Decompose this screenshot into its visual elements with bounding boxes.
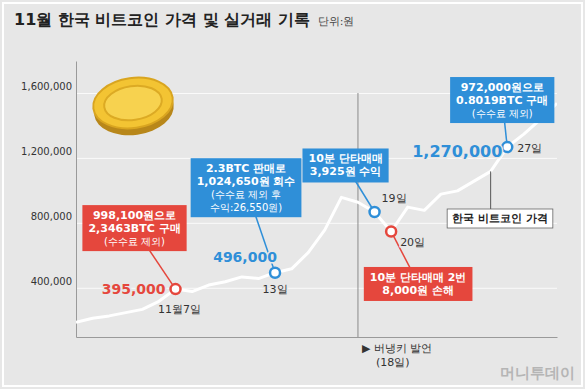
subtitle: 단위:원 — [318, 15, 355, 28]
y-axis: 400,000 800,000 1,200,000 1,600,000 — [21, 62, 76, 338]
callout-text: (수수료 제외) — [104, 236, 165, 247]
callout-text: 998,100원으로 — [93, 209, 176, 222]
callout: 998,100원으로2,3463BTC 구매(수수료 제외) — [82, 205, 186, 251]
y-tick-label: 1,200,000 — [21, 146, 72, 157]
y-tick-label: 1,600,000 — [21, 81, 72, 92]
y-tick: 1,600,000 — [21, 81, 76, 94]
value-label: 496,000 — [213, 249, 277, 265]
chart-svg: 11월 한국 비트코인 가격 및 실거래 기록 단위:원 400,000 800,00… — [0, 0, 585, 389]
callout-text: 2.3BTC 판매로 — [206, 162, 286, 175]
callout-text: 2,3463BTC 구매 — [88, 222, 180, 235]
coin-inner — [102, 82, 164, 124]
series-label-leader — [490, 171, 491, 210]
event-label: ▶ 버냉키 발언 — [362, 342, 432, 355]
annotation-marker — [270, 268, 280, 278]
series-label: 한국 비트코인 가격 — [447, 209, 553, 228]
date-label: 11월7일 — [158, 303, 201, 316]
callout-text: 972,000원으로 — [461, 81, 544, 94]
pointers — [135, 100, 508, 289]
title: 11월 한국 비트코인 가격 및 실거래 기록 — [14, 10, 310, 29]
callout: 972,000원으로0.8019BTC 구매(수수료 제외) — [450, 77, 554, 123]
event-label: (18일) — [376, 356, 410, 369]
plot-area — [76, 103, 557, 322]
series-label-box — [447, 209, 553, 228]
callout-box — [450, 77, 554, 123]
x-axis-line — [77, 337, 558, 338]
date-label: 27일 — [517, 142, 542, 155]
chart-root: 11월 한국 비트코인 가격 및 실거래 기록 단위:원 400,000 800,00… — [0, 0, 585, 389]
y-axis-line — [76, 62, 77, 338]
callout-text: 10분 단타매매 — [308, 152, 382, 165]
callout-text: 8,000원 손해 — [382, 284, 454, 297]
annotation-marker — [370, 207, 380, 217]
annotation-marker — [171, 284, 181, 294]
x-axis — [77, 337, 558, 338]
callout-text: 10분 단타매매 2번 — [370, 271, 467, 284]
date-label: 20일 — [400, 236, 425, 249]
y-tick-label: 400,000 — [31, 276, 72, 287]
callout-text: 수익:26,550원) — [210, 202, 282, 213]
frame — [3, 3, 582, 386]
callout-box — [302, 148, 388, 182]
callout-text: 1,024,650원 회수 — [197, 175, 296, 188]
callout-text: 0.8019BTC 구매 — [456, 94, 548, 107]
callout-text: (수수료 제외 후 — [211, 189, 281, 200]
callout-box — [82, 205, 186, 251]
callout-box — [364, 267, 473, 301]
y-tick: 800,000 — [31, 211, 76, 224]
callout: 10분 단타매매 2번8,000원 손해 — [364, 267, 473, 301]
background — [0, 0, 585, 389]
annotation-marker — [502, 142, 512, 152]
series-label-text: 한국 비트코인 가격 — [452, 212, 548, 225]
value-label: 395,000 — [102, 281, 166, 297]
y-tick: 1,200,000 — [21, 146, 76, 159]
callout-text: (수수료 제외) — [472, 108, 533, 119]
value-label: 1,270,000 — [412, 142, 502, 161]
y-tick-label: 800,000 — [31, 211, 72, 222]
source: 머니투데이 — [500, 364, 575, 382]
coin-face — [90, 73, 176, 134]
date-label: 13일 — [263, 283, 288, 296]
callout: 10분 단타매매3,925원 수익 — [302, 148, 388, 182]
y-tick: 400,000 — [31, 276, 76, 289]
annotation-marker — [386, 226, 396, 236]
callout-text: 3,925원 수익 — [310, 165, 382, 178]
callout: 2.3BTC 판매로1,024,650원 회수(수수료 제외 후수익:26,55… — [191, 158, 302, 217]
callout-box — [191, 158, 302, 217]
date-label: 19일 — [382, 192, 407, 205]
event-line — [357, 93, 358, 337]
series-line — [76, 103, 557, 322]
coin-icon — [90, 73, 177, 141]
